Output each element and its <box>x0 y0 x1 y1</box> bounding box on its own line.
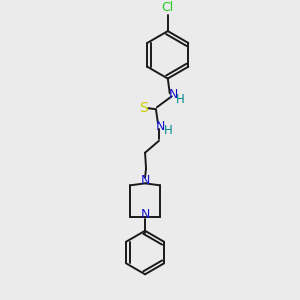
Text: Cl: Cl <box>162 1 174 14</box>
Text: S: S <box>139 101 148 115</box>
Text: H: H <box>176 93 185 106</box>
Text: H: H <box>164 124 172 137</box>
Text: N: N <box>140 174 150 187</box>
Text: N: N <box>156 119 166 133</box>
Text: N: N <box>140 208 150 221</box>
Text: N: N <box>169 88 178 101</box>
